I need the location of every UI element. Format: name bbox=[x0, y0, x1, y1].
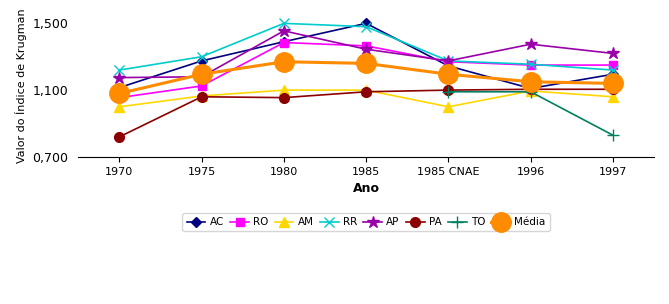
Média bbox=[280, 60, 288, 64]
AC bbox=[609, 72, 617, 76]
RR bbox=[362, 25, 370, 29]
AM bbox=[527, 89, 535, 93]
AM bbox=[197, 94, 205, 98]
Média bbox=[362, 62, 370, 65]
RO bbox=[444, 60, 452, 64]
PA bbox=[527, 88, 535, 91]
Line: RR: RR bbox=[114, 19, 617, 75]
AC bbox=[444, 64, 452, 68]
RO bbox=[362, 44, 370, 48]
AC bbox=[197, 59, 205, 63]
RO bbox=[197, 84, 205, 88]
RO bbox=[115, 96, 123, 99]
AM bbox=[362, 88, 370, 92]
Line: AP: AP bbox=[113, 25, 619, 84]
Y-axis label: Valor do Índice de Krugman: Valor do Índice de Krugman bbox=[15, 9, 27, 163]
AC bbox=[527, 87, 535, 90]
Line: RO: RO bbox=[115, 38, 617, 102]
AM bbox=[115, 105, 123, 109]
X-axis label: Ano: Ano bbox=[353, 182, 379, 195]
TO bbox=[444, 90, 452, 94]
Legend: AC, RO, AM, RR, AP, PA, TO, Média: AC, RO, AM, RR, AP, PA, TO, Média bbox=[183, 213, 550, 231]
Média bbox=[444, 72, 452, 76]
RR bbox=[115, 68, 123, 72]
RR bbox=[527, 62, 535, 66]
RR bbox=[609, 68, 617, 72]
PA bbox=[362, 90, 370, 94]
AM bbox=[280, 88, 288, 92]
AP bbox=[280, 29, 288, 33]
Média bbox=[115, 92, 123, 95]
Line: TO: TO bbox=[443, 86, 618, 141]
RR bbox=[280, 22, 288, 25]
AM bbox=[444, 105, 452, 109]
PA bbox=[609, 88, 617, 91]
Line: AC: AC bbox=[116, 20, 616, 92]
RR bbox=[444, 59, 452, 63]
PA bbox=[115, 135, 123, 139]
PA bbox=[444, 88, 452, 92]
TO bbox=[609, 133, 617, 137]
PA bbox=[197, 95, 205, 98]
RR bbox=[197, 55, 205, 59]
AC bbox=[280, 40, 288, 43]
Média bbox=[527, 80, 535, 84]
Média bbox=[197, 72, 205, 76]
AP bbox=[115, 76, 123, 79]
PA bbox=[280, 96, 288, 99]
RO bbox=[609, 63, 617, 67]
AC bbox=[362, 22, 370, 25]
AP bbox=[527, 42, 535, 46]
Line: PA: PA bbox=[114, 85, 617, 142]
TO bbox=[527, 90, 535, 94]
AM bbox=[609, 95, 617, 98]
AP bbox=[362, 47, 370, 51]
AP bbox=[197, 75, 205, 78]
AC bbox=[115, 86, 123, 89]
Média bbox=[609, 81, 617, 85]
Line: Média: Média bbox=[110, 52, 623, 103]
AP bbox=[609, 52, 617, 55]
AP bbox=[444, 59, 452, 63]
RO bbox=[527, 63, 535, 67]
Line: AM: AM bbox=[114, 85, 617, 112]
RO bbox=[280, 41, 288, 44]
